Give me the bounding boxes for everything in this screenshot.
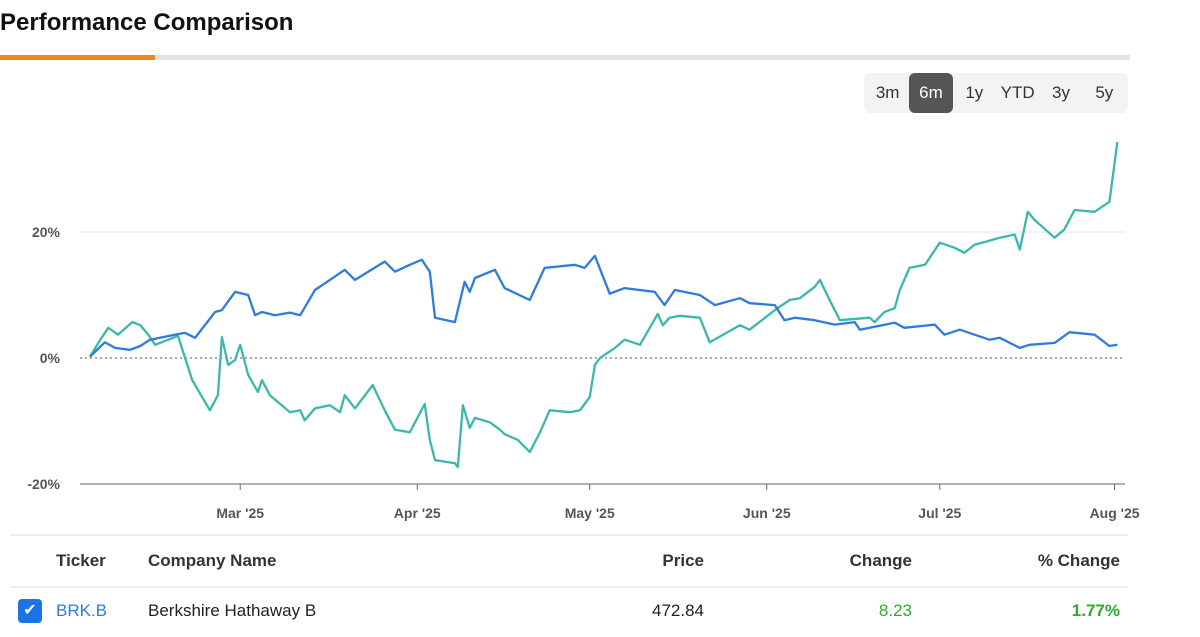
range-6m-button[interactable]: 6m (909, 73, 953, 113)
price-value: 472.84 (652, 601, 704, 620)
range-3y-button[interactable]: 3y (1051, 83, 1070, 102)
y-tick-label: 0% (40, 350, 61, 366)
header-company: Company Name (148, 551, 277, 570)
range-1y-button[interactable]: 1y (965, 83, 984, 102)
range-5y-button[interactable]: 5y (1095, 83, 1114, 102)
range-selector: 3m 6m 1y YTD 3y 5y (864, 73, 1128, 113)
header-ticker: Ticker (56, 551, 106, 570)
y-tick-label: -20% (27, 476, 60, 492)
row-checkbox[interactable]: ✔ (18, 599, 42, 623)
x-tick-label: Jul '25 (918, 505, 961, 521)
y-tick-label: 20% (32, 224, 61, 240)
ticker-link[interactable]: BRK.B (56, 601, 108, 620)
change-value: 8.23 (878, 601, 912, 620)
company-name: Berkshire Hathaway B (148, 601, 317, 620)
header-price: Price (662, 551, 704, 570)
title-divider (0, 55, 1130, 60)
x-tick-label: Apr '25 (394, 505, 441, 521)
range-ytd-button[interactable]: YTD (1000, 83, 1035, 102)
x-tick-label: Mar '25 (216, 505, 264, 521)
x-tick-label: Aug '25 (1090, 505, 1140, 521)
title-accent (0, 55, 155, 60)
x-tick-label: May '25 (565, 505, 615, 521)
pct-change-value: 1.77% (1071, 601, 1120, 620)
range-3m-button[interactable]: 3m (875, 83, 900, 102)
header-change: Change (849, 551, 912, 570)
series-line-comparison (89, 141, 1119, 469)
header-pct-change: % Change (1037, 551, 1120, 570)
table-row: ✔ BRK.B Berkshire Hathaway B 472.84 8.23… (10, 586, 1128, 636)
x-tick-label: Jun '25 (743, 505, 791, 521)
series-line-brk-b (89, 254, 1118, 358)
page-title: Performance Comparison (0, 9, 294, 36)
table-header: Ticker Company Name Price Change % Chang… (10, 534, 1128, 588)
performance-chart: 20% 0% -20% Mar '25 Apr '25 May '25 Jun '25 Jul… (27, 141, 1140, 521)
